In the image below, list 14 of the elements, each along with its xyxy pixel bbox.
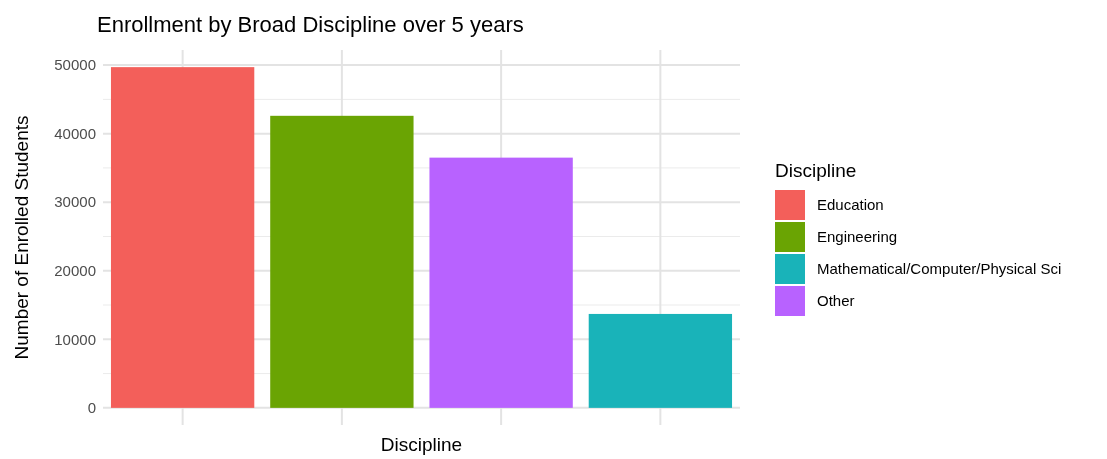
y-axis-title: Number of Enrolled Students bbox=[11, 115, 32, 360]
y-tick-label: 0 bbox=[87, 399, 96, 417]
legend-label: Other bbox=[817, 292, 855, 310]
legend-label: Education bbox=[817, 196, 884, 214]
y-tick-label: 20000 bbox=[54, 262, 96, 279]
y-tick-label: 10000 bbox=[54, 330, 96, 348]
chart-title: Enrollment by Broad Discipline over 5 years bbox=[97, 12, 524, 37]
legend-title: Discipline bbox=[775, 160, 857, 181]
y-tick-label: 40000 bbox=[54, 124, 96, 142]
legend-label: Engineering bbox=[817, 228, 898, 246]
legend-label: Mathematical/Computer/Physical Sci bbox=[817, 260, 1062, 278]
y-tick-label: 50000 bbox=[54, 56, 96, 74]
y-tick-label: 30000 bbox=[54, 193, 96, 211]
x-axis-title: Discipline bbox=[380, 434, 463, 455]
